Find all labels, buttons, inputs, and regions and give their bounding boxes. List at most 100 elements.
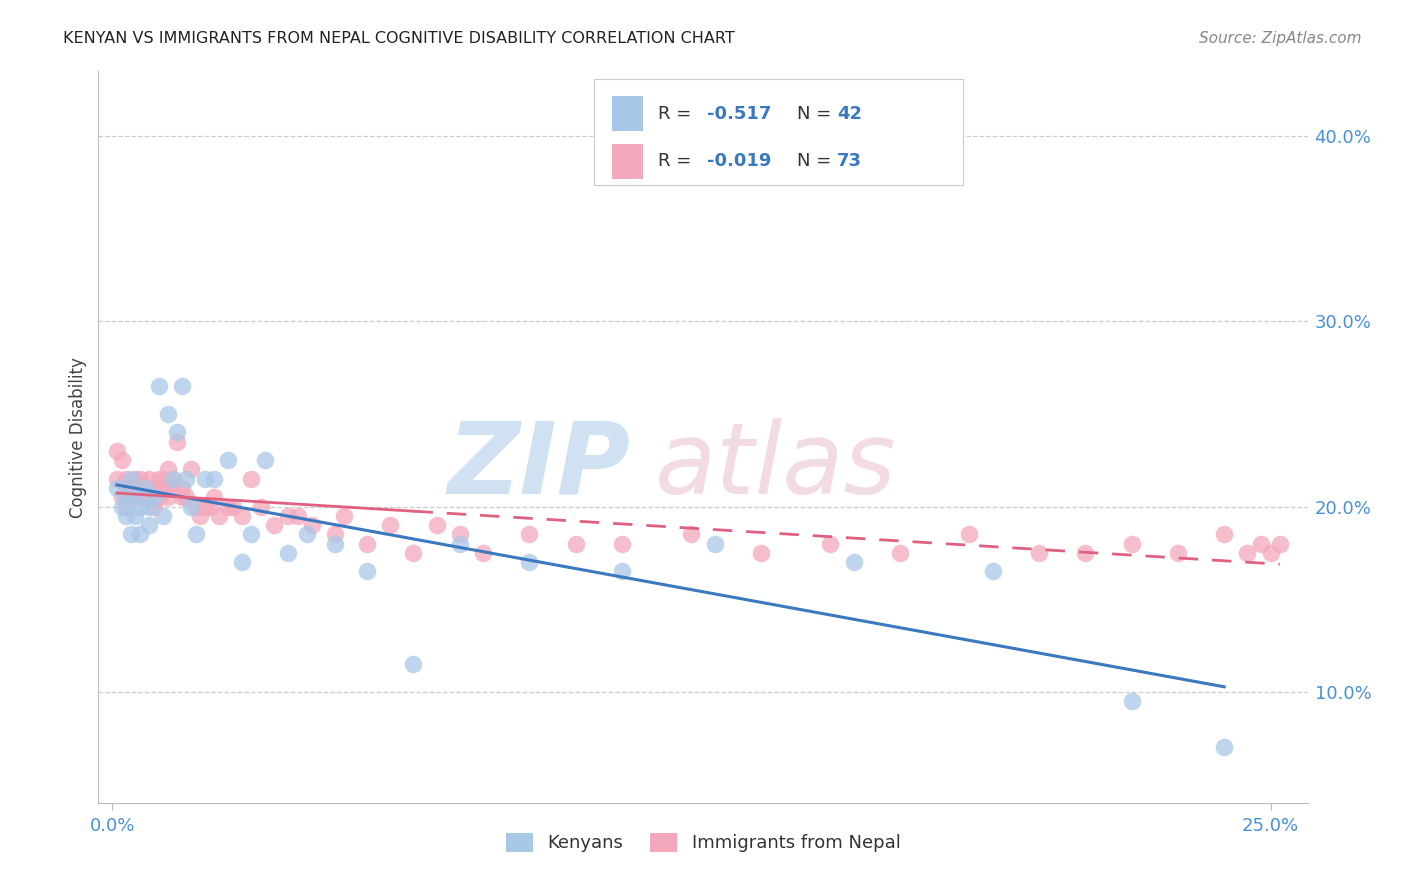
Point <box>156 490 179 504</box>
Point <box>217 453 239 467</box>
Point <box>180 500 202 514</box>
Point <box>194 472 217 486</box>
Point <box>517 555 540 569</box>
Point <box>152 481 174 495</box>
Point <box>1213 527 1236 541</box>
Point <box>333 508 356 523</box>
Point <box>449 536 471 550</box>
Point <box>170 379 193 393</box>
Point <box>156 407 179 421</box>
Point <box>134 490 156 504</box>
Point <box>152 508 174 523</box>
Point <box>124 472 146 486</box>
Point <box>162 472 184 486</box>
Point <box>184 500 207 514</box>
FancyBboxPatch shape <box>595 78 963 185</box>
Point <box>240 527 263 541</box>
Point <box>110 500 132 514</box>
Point <box>202 472 225 486</box>
Point <box>842 555 865 569</box>
Point <box>564 536 586 550</box>
Point <box>426 518 449 533</box>
Point <box>1213 740 1236 755</box>
Point <box>471 546 494 560</box>
Point <box>148 472 170 486</box>
Text: atlas: atlas <box>655 417 896 515</box>
Point <box>263 518 285 533</box>
Text: 73: 73 <box>837 153 862 170</box>
Point <box>1236 546 1258 560</box>
Legend: Kenyans, Immigrants from Nepal: Kenyans, Immigrants from Nepal <box>498 826 908 860</box>
Point <box>217 500 239 514</box>
Point <box>120 527 142 541</box>
FancyBboxPatch shape <box>613 96 643 131</box>
FancyBboxPatch shape <box>613 144 643 179</box>
Point <box>115 508 138 523</box>
Point <box>105 481 128 495</box>
Point <box>124 508 146 523</box>
Point <box>277 546 299 560</box>
Point <box>1167 546 1189 560</box>
Point <box>402 546 425 560</box>
Point <box>110 453 132 467</box>
Point <box>105 472 128 486</box>
Point <box>188 508 211 523</box>
Point <box>138 518 160 533</box>
Point <box>231 508 253 523</box>
Point <box>287 508 309 523</box>
Point <box>134 481 156 495</box>
Point <box>166 434 188 449</box>
Point <box>323 536 346 550</box>
Point <box>176 472 198 486</box>
Point <box>610 536 633 550</box>
Text: R =: R = <box>658 105 697 123</box>
Y-axis label: Cognitive Disability: Cognitive Disability <box>69 357 87 517</box>
Point <box>1260 546 1282 560</box>
Point <box>517 527 540 541</box>
Point <box>277 508 299 523</box>
Point <box>180 462 202 476</box>
Point <box>110 490 132 504</box>
Point <box>194 500 217 514</box>
Point <box>957 527 980 541</box>
Point <box>138 490 160 504</box>
Point <box>148 490 170 504</box>
Point <box>115 490 138 504</box>
Point <box>1268 536 1291 550</box>
Point <box>129 500 152 514</box>
Point <box>138 472 160 486</box>
Point <box>254 453 277 467</box>
Point <box>889 546 911 560</box>
Point <box>120 472 142 486</box>
Point <box>222 500 245 514</box>
Point <box>1250 536 1272 550</box>
Point <box>115 481 138 495</box>
Point <box>380 518 402 533</box>
Point <box>162 481 184 495</box>
Point <box>703 536 725 550</box>
Point <box>240 472 263 486</box>
Point <box>981 565 1004 579</box>
Point <box>143 500 166 514</box>
Text: 42: 42 <box>837 105 862 123</box>
Point <box>176 490 198 504</box>
Point <box>1074 546 1097 560</box>
Point <box>323 527 346 541</box>
Point <box>295 527 318 541</box>
Point <box>1121 536 1143 550</box>
Point <box>129 472 152 486</box>
Point <box>124 490 146 504</box>
Point <box>231 555 253 569</box>
Point <box>820 536 842 550</box>
Point <box>124 490 146 504</box>
Text: KENYAN VS IMMIGRANTS FROM NEPAL COGNITIVE DISABILITY CORRELATION CHART: KENYAN VS IMMIGRANTS FROM NEPAL COGNITIV… <box>63 31 735 46</box>
Point <box>162 472 184 486</box>
Point <box>143 481 166 495</box>
Point <box>115 500 138 514</box>
Point <box>138 500 160 514</box>
Point <box>202 490 225 504</box>
Text: -0.517: -0.517 <box>707 105 770 123</box>
Point <box>301 518 323 533</box>
Point <box>610 565 633 579</box>
Point <box>143 490 166 504</box>
